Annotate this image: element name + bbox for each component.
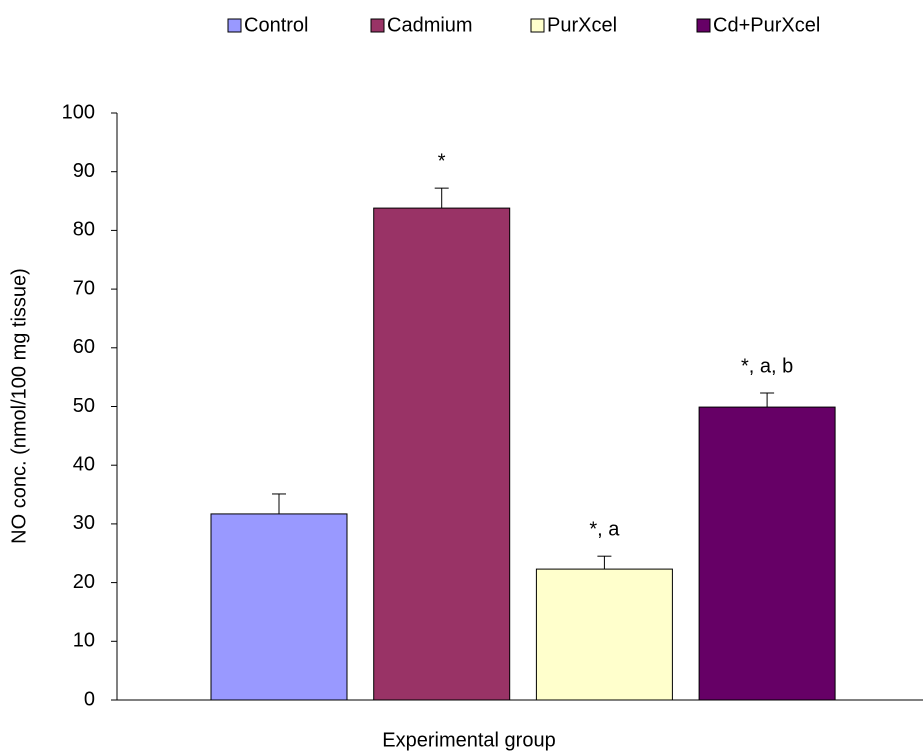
- y-tick-label: 30: [73, 512, 95, 534]
- annotation: *: [438, 150, 446, 172]
- legend-label: PurXcel: [547, 14, 617, 36]
- y-tick-label: 100: [62, 101, 95, 123]
- legend-label: Cadmium: [387, 14, 473, 36]
- annotation: *, a, b: [741, 355, 793, 377]
- bar: [373, 207, 511, 701]
- legend-swatch: [227, 18, 242, 33]
- legend-label: Cd+PurXcel: [713, 14, 820, 36]
- y-tick-label: 70: [73, 277, 95, 299]
- y-tick-label: 10: [73, 630, 95, 652]
- bar: [698, 406, 836, 701]
- bar: [535, 568, 673, 701]
- y-tick-label: 50: [73, 395, 95, 417]
- x-axis-title: Experimental group: [382, 729, 555, 751]
- y-tick-label: 60: [73, 336, 95, 358]
- legend-swatch: [696, 18, 711, 33]
- legend-swatch: [370, 18, 385, 33]
- y-tick-label: 80: [73, 219, 95, 241]
- y-tick-label: 0: [84, 688, 95, 710]
- y-tick-label: 40: [73, 453, 95, 475]
- annotation: *, a: [589, 518, 620, 540]
- y-axis-title: NO conc. (nmol/100 mg tissue): [8, 268, 30, 544]
- bar: [210, 513, 348, 701]
- y-tick-label: 90: [73, 160, 95, 182]
- legend-label: Control: [244, 14, 308, 36]
- y-tick-label: 20: [73, 571, 95, 593]
- legend-swatch: [530, 18, 545, 33]
